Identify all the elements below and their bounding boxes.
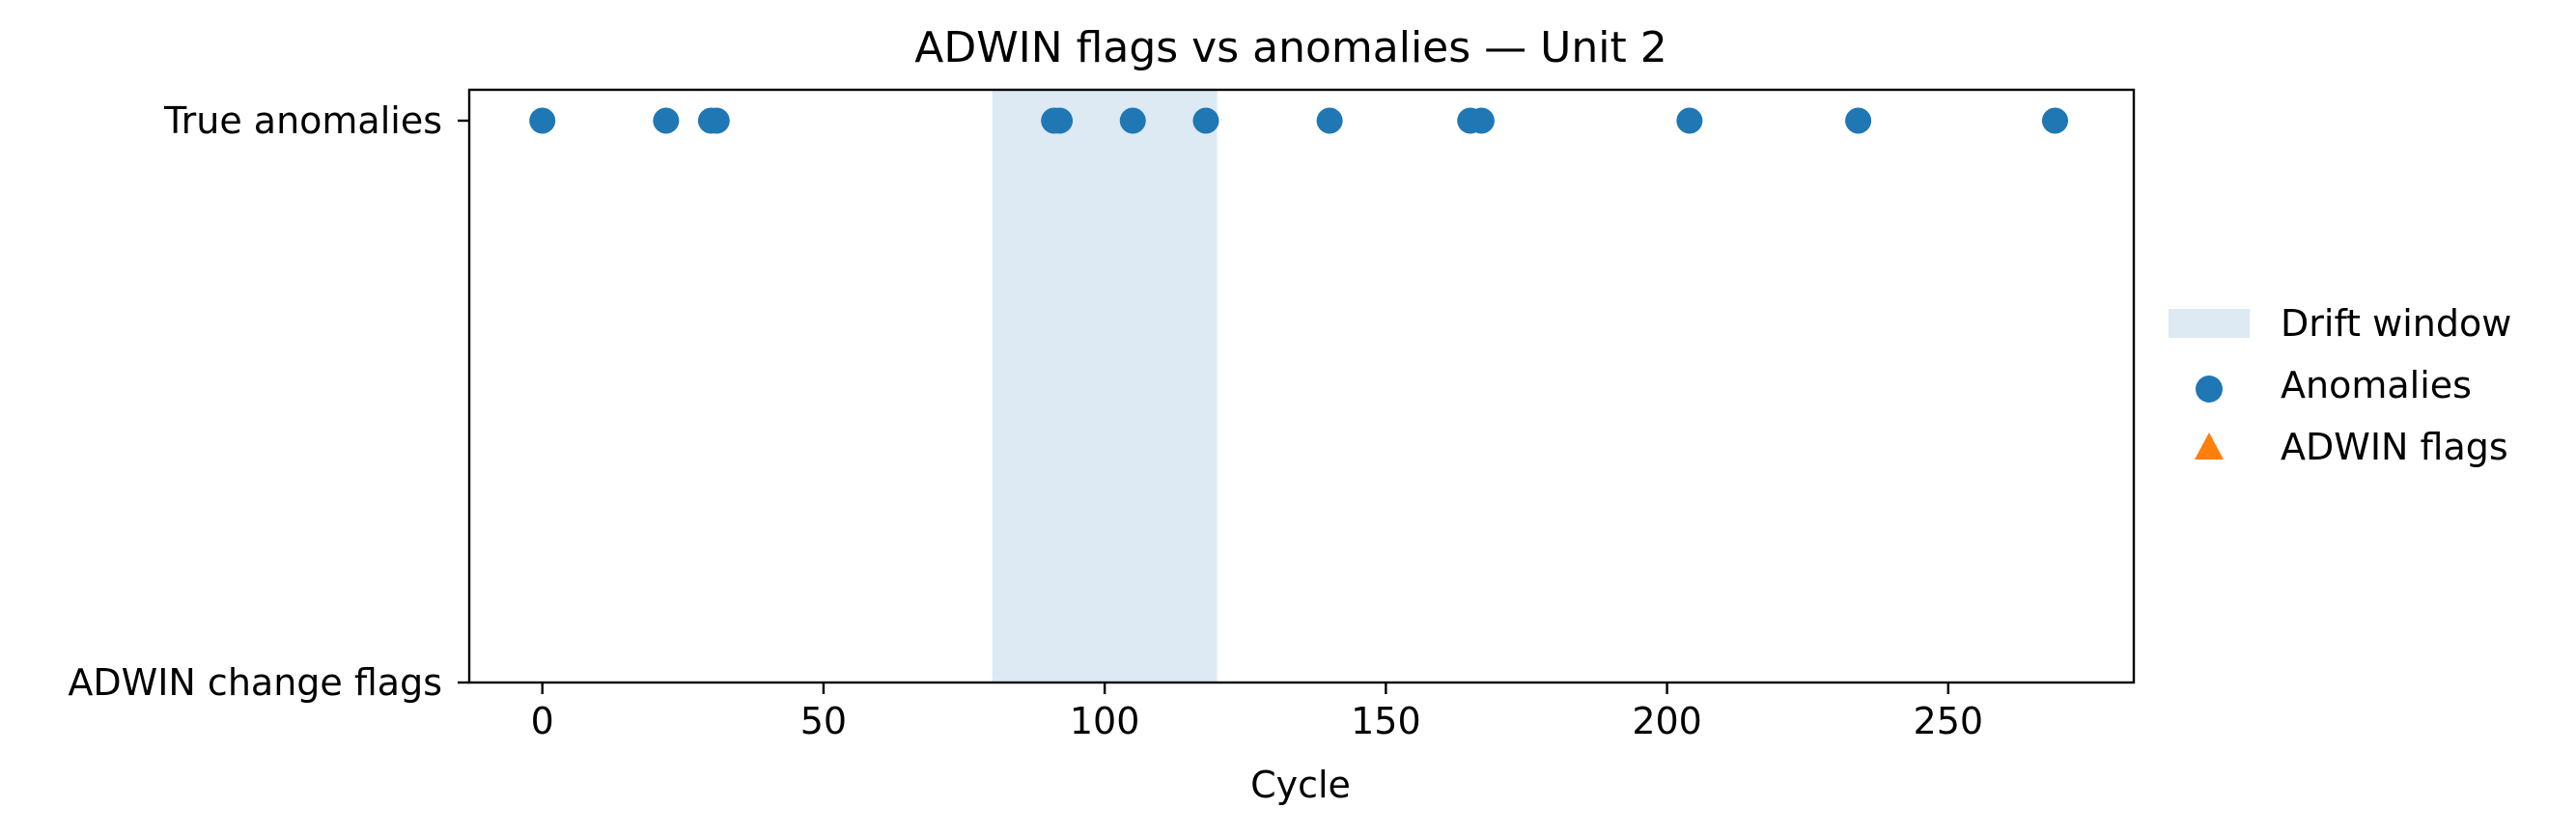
plot-area: [467, 88, 2136, 684]
point-anomalies: [653, 107, 680, 134]
point-anomalies: [1676, 107, 1703, 134]
legend-label-adwin-flags: ADWIN flags: [2281, 426, 2508, 468]
legend-swatch-drift-window: [2169, 309, 2250, 338]
point-anomalies: [703, 107, 730, 134]
x-tick-label: 50: [800, 700, 847, 742]
legend-marker-anomalies: [2196, 376, 2223, 403]
point-anomalies: [1192, 107, 1219, 134]
point-anomalies: [1316, 107, 1343, 134]
drift-window-band: [992, 90, 1218, 683]
legend: Drift window Anomalies ADWIN flags: [2169, 302, 2511, 468]
legend-label-anomalies: Anomalies: [2281, 364, 2472, 406]
y-axis: ADWIN change flags True anomalies: [68, 99, 469, 704]
x-axis: 0 50 100 150 200 250: [531, 683, 1983, 742]
point-anomalies: [1845, 107, 1872, 134]
plot-frame: [467, 88, 2136, 684]
x-tick-label: 150: [1351, 700, 1421, 742]
x-axis-label: Cycle: [1250, 764, 1351, 806]
point-anomalies: [529, 107, 556, 134]
point-anomalies: [1047, 107, 1074, 134]
data-points: [529, 107, 2068, 134]
x-tick-label: 200: [1632, 700, 1702, 742]
chart-title: ADWIN flags vs anomalies — Unit 2: [914, 23, 1666, 72]
legend-marker-adwin-flags: [2195, 432, 2224, 460]
point-anomalies: [2041, 107, 2068, 134]
x-tick-label: 100: [1070, 700, 1140, 742]
y-tick-label: True anomalies: [163, 99, 442, 142]
x-tick-label: 250: [1914, 700, 1984, 742]
point-anomalies: [1468, 107, 1495, 134]
legend-label-drift-window: Drift window: [2281, 302, 2511, 345]
point-anomalies: [1119, 107, 1146, 134]
y-tick-label: ADWIN change flags: [68, 661, 442, 704]
x-tick-label: 0: [531, 700, 554, 742]
